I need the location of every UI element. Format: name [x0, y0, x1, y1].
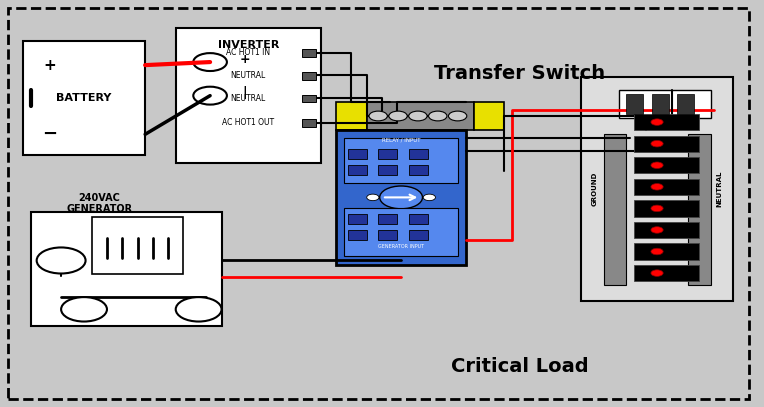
Bar — [378, 230, 397, 240]
Circle shape — [389, 111, 407, 121]
Bar — [348, 214, 367, 224]
Text: AC HOT1 IN: AC HOT1 IN — [226, 48, 270, 57]
Bar — [409, 214, 428, 224]
Bar — [626, 94, 643, 114]
Bar — [581, 77, 733, 301]
Bar — [688, 134, 711, 285]
Bar — [634, 114, 699, 130]
Circle shape — [423, 194, 435, 201]
Bar — [604, 134, 626, 285]
Bar — [302, 49, 316, 57]
Bar — [409, 149, 428, 159]
Bar — [634, 157, 699, 173]
Bar — [336, 102, 367, 130]
Bar — [634, 222, 699, 238]
Circle shape — [409, 111, 427, 121]
Bar — [344, 208, 458, 256]
Bar — [176, 28, 321, 163]
Bar — [474, 102, 504, 130]
Circle shape — [369, 111, 387, 121]
Bar — [348, 165, 367, 175]
Text: −: − — [42, 125, 57, 143]
Bar — [634, 243, 699, 260]
Bar — [92, 217, 183, 274]
Circle shape — [651, 140, 663, 147]
Circle shape — [367, 194, 379, 201]
Bar — [634, 265, 699, 281]
Text: RELAY / INPUT: RELAY / INPUT — [382, 138, 420, 143]
Text: |: | — [242, 86, 247, 99]
Text: AC HOT1 OUT: AC HOT1 OUT — [222, 118, 274, 127]
Circle shape — [429, 111, 447, 121]
Bar — [378, 165, 397, 175]
Bar — [302, 72, 316, 80]
Bar — [302, 119, 316, 127]
Circle shape — [651, 119, 663, 125]
Circle shape — [380, 186, 422, 209]
Bar — [652, 94, 668, 114]
Circle shape — [651, 162, 663, 168]
Text: Critical Load: Critical Load — [451, 357, 588, 376]
Circle shape — [651, 184, 663, 190]
Bar — [348, 149, 367, 159]
Circle shape — [37, 247, 86, 274]
Text: BATTERY: BATTERY — [57, 93, 112, 103]
Circle shape — [651, 205, 663, 212]
Circle shape — [61, 297, 107, 322]
Bar — [619, 90, 711, 118]
Circle shape — [193, 53, 227, 71]
Circle shape — [193, 87, 227, 105]
Bar — [336, 130, 466, 265]
Bar — [409, 230, 428, 240]
Circle shape — [448, 111, 467, 121]
Bar — [302, 95, 316, 103]
Bar — [348, 230, 367, 240]
Text: GROUND: GROUND — [591, 172, 597, 206]
Text: +: + — [239, 53, 250, 66]
Bar — [634, 179, 699, 195]
Text: +: + — [44, 58, 56, 72]
Bar — [378, 149, 397, 159]
Text: NEUTRAL: NEUTRAL — [717, 171, 723, 208]
Text: Transfer Switch: Transfer Switch — [434, 64, 605, 83]
Bar — [23, 41, 145, 155]
Bar — [31, 212, 222, 326]
Bar — [367, 102, 474, 130]
Text: INVERTER: INVERTER — [218, 40, 279, 50]
Circle shape — [651, 227, 663, 233]
Bar — [409, 165, 428, 175]
Text: GENERATOR INPUT: GENERATOR INPUT — [378, 244, 424, 249]
Bar — [344, 138, 458, 183]
Circle shape — [651, 270, 663, 276]
Bar — [634, 136, 699, 152]
Bar — [634, 200, 699, 217]
Circle shape — [176, 297, 222, 322]
Text: NEUTRAL: NEUTRAL — [231, 71, 266, 80]
Bar — [378, 214, 397, 224]
Bar — [677, 94, 694, 114]
Text: 240VAC
GENERATOR: 240VAC GENERATOR — [66, 193, 132, 214]
Circle shape — [651, 248, 663, 255]
Text: NEUTRAL: NEUTRAL — [231, 94, 266, 103]
